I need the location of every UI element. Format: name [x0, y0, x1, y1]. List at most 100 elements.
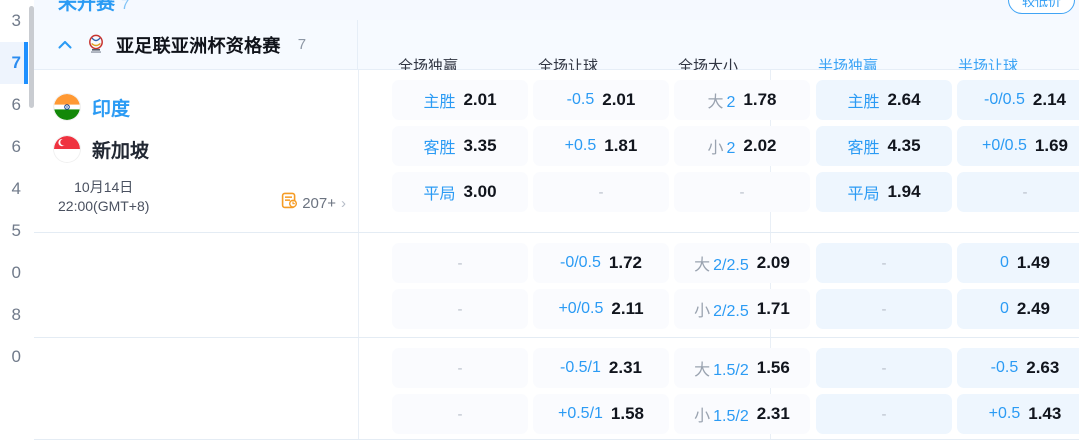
- odds-cell[interactable]: -: [816, 394, 952, 434]
- odds-cell[interactable]: 客胜 3.35: [392, 126, 528, 166]
- column-divider: [358, 233, 359, 337]
- odds-value: 3.00: [463, 182, 497, 201]
- league-header-row: 亚足联亚洲杯资格赛 7 全场独赢全场让球全场大小半场独赢半场让球半场大小: [34, 19, 1079, 75]
- odds-cell[interactable]: -: [816, 348, 952, 388]
- left-rail: 3 7 6 6 4 5 0 8 0: [0, 0, 28, 440]
- odds-cell[interactable]: 0 2.49: [957, 289, 1079, 329]
- odds-column-half-1x2: --: [816, 243, 952, 335]
- odds-cell[interactable]: 小 2 2.02: [674, 126, 810, 166]
- odds-cell[interactable]: 大 2/2.5 2.09: [674, 243, 810, 283]
- odds-cell[interactable]: +0/0.5 2.11: [533, 289, 669, 329]
- odds-value: 2.64: [887, 90, 921, 109]
- odds-column-full-1x2: 主胜 2.01 客胜 3.35 平局 3.00: [392, 80, 528, 218]
- rail-item-value: 3: [11, 11, 21, 30]
- odds-value: 1.94: [887, 182, 921, 201]
- odds-value: 2.11: [611, 299, 644, 318]
- odds-cell[interactable]: 大 1.5/2 1.56: [674, 348, 810, 388]
- rail-item-7[interactable]: 8: [0, 294, 28, 336]
- rail-item-8[interactable]: 0: [0, 336, 28, 378]
- odds-cell[interactable]: -: [392, 243, 528, 283]
- odds-cell[interactable]: +0.5 1.81: [533, 126, 669, 166]
- page-scrollbar[interactable]: [29, 0, 34, 440]
- afc-asian-cup-logo-icon: [85, 34, 107, 56]
- odds-line: 2: [726, 140, 736, 157]
- odds-cell[interactable]: 客胜 4.35: [816, 126, 952, 166]
- odds-value: 2.14: [1032, 90, 1066, 109]
- odds-cell[interactable]: -0/0.5 1.72: [533, 243, 669, 283]
- home-team-row: 印度: [54, 86, 358, 128]
- chevron-up-icon[interactable]: [54, 34, 76, 56]
- odds-cell[interactable]: 主胜 2.01: [392, 80, 528, 120]
- odds-empty-dash: -: [1022, 183, 1028, 201]
- column-divider: [358, 70, 359, 232]
- odds-empty-dash: -: [457, 254, 463, 272]
- odds-label: +0.5: [564, 137, 597, 154]
- odds-column-full-hcp: -0.5/1 2.31 +0.5/1 1.58: [533, 348, 669, 440]
- odds-cell[interactable]: -: [392, 348, 528, 388]
- odds-empty-dash: -: [739, 183, 745, 201]
- odds-value: 2.09: [756, 253, 790, 272]
- stats-document-icon: [281, 192, 298, 214]
- odds-cell[interactable]: -: [533, 172, 669, 212]
- rail-item-0[interactable]: 3: [0, 0, 28, 42]
- tab-not-started[interactable]: 未开赛 7: [58, 0, 129, 15]
- odds-cell[interactable]: +0/0.5 1.69: [957, 126, 1079, 166]
- odds-cell[interactable]: 0 1.49: [957, 243, 1079, 283]
- odds-empty-dash: -: [881, 254, 887, 272]
- odds-value: 1.72: [608, 253, 642, 272]
- scrollbar-thumb[interactable]: [29, 6, 34, 108]
- stats-link[interactable]: 207+ ›: [281, 192, 346, 214]
- odds-line: 1.5/2: [713, 362, 749, 379]
- odds-line: 2: [726, 94, 736, 111]
- odds-label: 主胜: [423, 94, 456, 111]
- odds-label: 平局: [847, 186, 880, 203]
- rail-item-2[interactable]: 6: [0, 84, 28, 126]
- odds-line: 2/2.5: [713, 303, 749, 320]
- main-panel: 未开赛 7 较低价: [34, 0, 1079, 440]
- odds-label: -0.5/1: [559, 359, 601, 376]
- odds-cell[interactable]: -: [816, 289, 952, 329]
- odds-cell[interactable]: -: [674, 172, 810, 212]
- rail-item-5[interactable]: 5: [0, 210, 28, 252]
- odds-cell[interactable]: -0.5 2.01: [533, 80, 669, 120]
- rail-item-4[interactable]: 4: [0, 168, 28, 210]
- odds-cell[interactable]: 小 2/2.5 1.71: [674, 289, 810, 329]
- rail-item-3[interactable]: 6: [0, 126, 28, 168]
- odds-cell[interactable]: +0.5 1.43: [957, 394, 1079, 434]
- lower-price-button[interactable]: 较低价: [1007, 0, 1075, 14]
- odds-cell[interactable]: 平局 3.00: [392, 172, 528, 212]
- odds-cell[interactable]: +0.5/1 1.58: [533, 394, 669, 434]
- odds-cell[interactable]: 主胜 2.64: [816, 80, 952, 120]
- odds-value: 2.31: [608, 358, 642, 377]
- odds-column-half-1x2: --: [816, 348, 952, 440]
- odds-empty-dash: -: [881, 300, 887, 318]
- league-title-block[interactable]: 亚足联亚洲杯资格赛 7: [34, 19, 358, 70]
- odds-value: 2.01: [602, 90, 636, 109]
- odds-cell[interactable]: -0.5 2.63: [957, 348, 1079, 388]
- odds-cell[interactable]: 大 2 1.78: [674, 80, 810, 120]
- match-info[interactable]: 印度 新加坡: [34, 70, 358, 232]
- odds-label: 0: [1000, 254, 1009, 271]
- odds-cell[interactable]: -: [392, 394, 528, 434]
- odds-cell[interactable]: -0.5/1 2.31: [533, 348, 669, 388]
- match-meta: 10月14日 22:00(GMT+8): [54, 178, 358, 216]
- odds-label: +0/0.5: [558, 300, 604, 317]
- odds-cell[interactable]: 平局 1.94: [816, 172, 952, 212]
- odds-cell[interactable]: -: [816, 243, 952, 283]
- odds-cell[interactable]: 小 1.5/2 2.31: [674, 394, 810, 434]
- rail-item-6[interactable]: 0: [0, 252, 28, 294]
- odds-cell[interactable]: -: [392, 289, 528, 329]
- odds-value: 2.02: [743, 136, 777, 155]
- column-divider: [770, 233, 771, 337]
- odds-value: 3.35: [463, 136, 497, 155]
- odds-label: -0.5: [990, 359, 1019, 376]
- odds-column-half-hcp: -0/0.5 2.14 +0/0.5 1.69 -: [957, 80, 1079, 218]
- match-time: 22:00(GMT+8): [58, 198, 150, 214]
- tab-not-started-label: 未开赛: [58, 0, 116, 14]
- odds-label: -0.5: [566, 91, 595, 108]
- odds-cell[interactable]: -: [957, 172, 1079, 212]
- rail-item-1[interactable]: 7: [0, 42, 28, 84]
- odds-label: 客胜: [847, 140, 880, 157]
- odds-cell[interactable]: -0/0.5 2.14: [957, 80, 1079, 120]
- league-name: 亚足联亚洲杯资格赛: [116, 35, 281, 56]
